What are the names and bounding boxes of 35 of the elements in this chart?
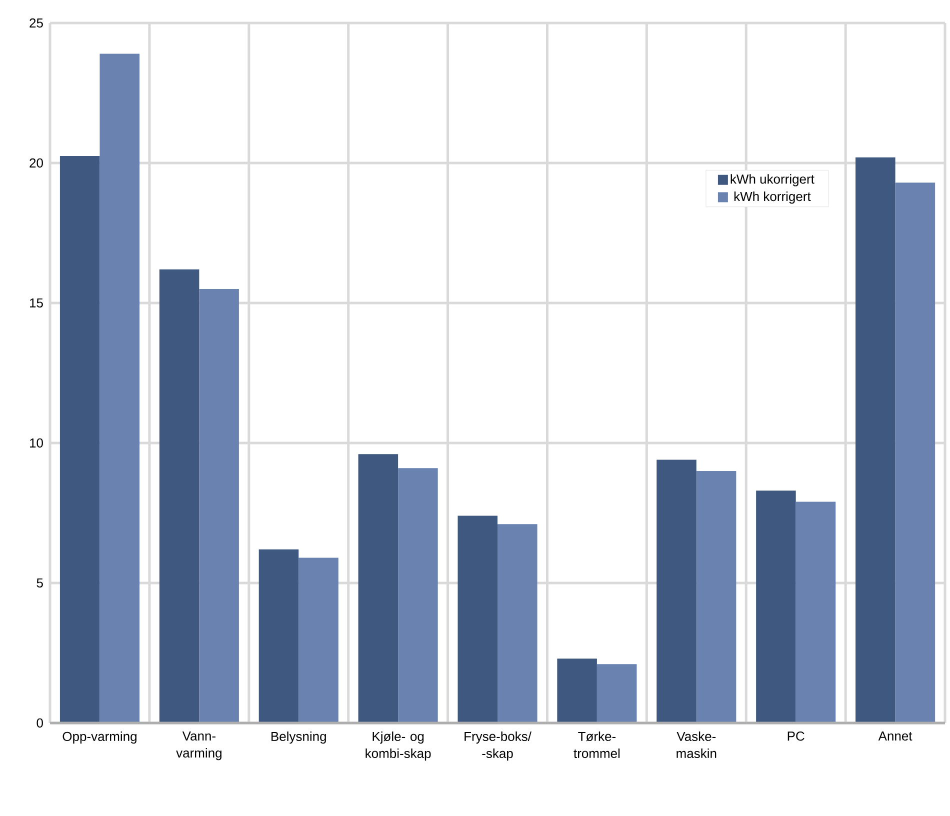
y-tick-label: 10 <box>30 438 43 448</box>
x-tick-label: PC <box>788 732 804 741</box>
bar <box>596 664 637 723</box>
x-tick-label: Tørke-trommel <box>574 732 620 758</box>
bar <box>557 658 597 723</box>
y-tick-label: 20 <box>30 158 43 168</box>
y-tick-label: 5 <box>36 578 43 588</box>
x-tick-label: Vann-varming <box>176 732 222 760</box>
bar <box>298 558 338 723</box>
bar <box>258 549 299 723</box>
bar <box>458 516 498 723</box>
x-tick-label: Fryse-boks/ -skap <box>464 732 532 761</box>
bar <box>159 269 200 723</box>
x-tick-label: Annet <box>878 732 912 741</box>
bar <box>398 468 438 723</box>
bar <box>756 490 796 723</box>
y-tick-label: 15 <box>30 298 43 308</box>
x-tick-label: Kjøle- og kombi-skap <box>366 732 431 761</box>
bar <box>100 54 140 723</box>
bar <box>199 288 239 723</box>
x-tick-label: Belysning <box>272 732 326 744</box>
bar <box>796 502 836 723</box>
y-tick-label: 25 <box>30 18 43 28</box>
bar <box>696 470 736 723</box>
x-tick-label: Opp-varming <box>62 732 136 744</box>
y-tick-label: 0 <box>36 718 43 728</box>
bar <box>498 524 538 723</box>
bar <box>856 157 896 723</box>
x-tick-label: Vaske-maskin <box>676 732 716 758</box>
bar <box>60 156 100 723</box>
bar <box>656 460 696 723</box>
legend-label: kWh ukorrigert <box>730 174 814 186</box>
bar <box>358 454 398 723</box>
bar <box>895 182 936 723</box>
legend-label: kWh korrigert <box>734 192 811 204</box>
